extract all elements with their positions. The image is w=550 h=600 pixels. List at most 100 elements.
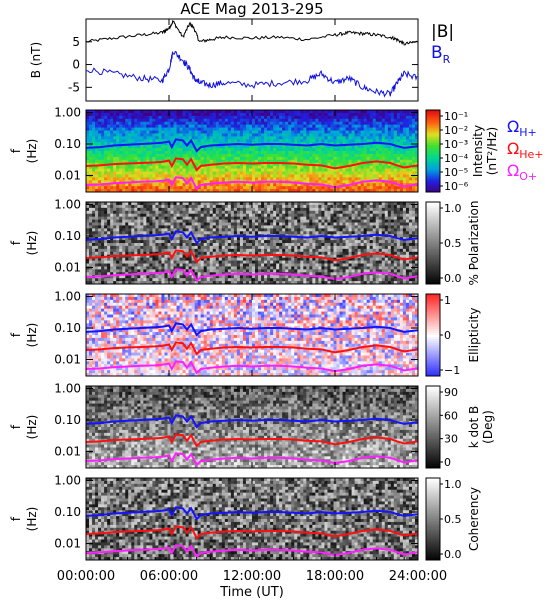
spectrogram-cell <box>279 213 283 218</box>
spectrogram-cell <box>339 180 343 184</box>
spectrogram-cell <box>408 171 413 175</box>
spectrogram-cell <box>125 148 129 152</box>
spectrogram-cell <box>143 127 147 131</box>
spectrogram-cell <box>227 263 232 267</box>
spectrogram-cell <box>140 219 144 223</box>
spectrogram-cell <box>315 121 319 126</box>
spectrogram-cell <box>378 145 383 149</box>
spectrogram-cell <box>176 145 180 149</box>
spectrogram-cell <box>209 216 214 220</box>
spectrogram-cell <box>134 260 138 264</box>
spectrogram-cell <box>393 118 398 123</box>
spectrogram-cell <box>167 240 171 244</box>
spectrogram-cell <box>236 281 241 285</box>
spectrogram-cell <box>285 162 289 167</box>
spectrogram-cell <box>396 124 401 128</box>
spectrogram-cell <box>297 118 301 123</box>
colorbar-step <box>426 187 440 191</box>
spectrogram-cell <box>387 159 392 164</box>
spectrogram-cell <box>182 171 186 175</box>
spectrogram-cell <box>273 189 277 193</box>
spectrogram-cell <box>333 177 337 181</box>
spectrogram-cell <box>351 165 356 169</box>
spectrogram-cell <box>89 174 93 178</box>
spectrogram-cell <box>218 231 223 235</box>
spectrogram-cell <box>303 156 307 161</box>
spectrogram-cell <box>393 136 398 140</box>
spectrogram-cell <box>264 127 268 131</box>
spectrogram-cell <box>188 183 193 187</box>
spectrogram-cell <box>143 165 147 169</box>
spectrogram-cell <box>86 180 90 184</box>
spectrogram-cell <box>215 110 220 114</box>
spectrogram-cell <box>393 115 398 120</box>
spectrogram-cell <box>252 210 256 215</box>
spectrogram-cell <box>261 245 265 250</box>
spectrogram-cell <box>324 136 328 140</box>
spectrogram-cell <box>122 189 126 193</box>
spectrogram-cell <box>351 130 356 134</box>
spectrogram-cell <box>161 269 165 273</box>
spectrogram-cell <box>134 112 138 117</box>
spectrogram-cell <box>137 257 141 261</box>
spectrogram-cell <box>339 162 343 167</box>
spectrogram-cell <box>110 204 114 209</box>
spectrogram-cell <box>134 278 138 282</box>
spectrogram-cell <box>134 231 138 235</box>
spectrogram-cell <box>306 165 310 169</box>
spectrogram-cell <box>92 251 96 256</box>
spectrogram-cell <box>345 121 349 126</box>
spectrogram-cell <box>264 216 268 220</box>
spectrogram-cell <box>267 263 271 267</box>
spectrogram-cell <box>125 240 129 244</box>
spectrogram-cell <box>215 148 220 152</box>
spectrogram-cell <box>203 130 208 134</box>
spectrogram-cell <box>233 189 238 193</box>
spectrogram-cell <box>173 202 177 206</box>
spectrogram-cell <box>104 278 108 282</box>
spectrogram-cell <box>182 204 186 209</box>
spectrogram-cell <box>170 213 174 218</box>
spectrogram-cell <box>324 115 328 120</box>
spectrogram-cell <box>236 219 241 223</box>
spectrogram-cell <box>270 219 274 223</box>
spectrogram-cell <box>173 174 177 178</box>
spectrogram-cell <box>149 225 153 229</box>
spectrogram-cell <box>152 145 156 149</box>
spectrogram-cell <box>384 165 389 169</box>
spectrogram-cell <box>390 159 395 164</box>
spectrogram-cell <box>360 177 365 181</box>
spectrogram-cell <box>131 165 135 169</box>
gyro-line-o_plus <box>85 176 419 191</box>
spectrogram-cell <box>206 127 211 131</box>
spectrogram-cell <box>221 210 226 215</box>
spectrogram-cell <box>267 240 271 244</box>
spectrogram-cell <box>209 124 214 128</box>
spectrogram-cell <box>143 115 147 120</box>
spectrogram-cell <box>182 168 186 172</box>
spectrogram-cell <box>285 127 289 131</box>
spectrogram-cell <box>270 112 274 117</box>
spectrogram-cell <box>173 145 177 149</box>
spectrogram-cell <box>203 260 208 264</box>
spectrogram-cell <box>372 136 377 140</box>
spectrogram-cell <box>137 202 141 206</box>
spectrogram-cell <box>267 183 271 187</box>
spectrogram-cell <box>143 207 147 212</box>
spectrogram-cell <box>414 186 419 190</box>
spectrogram-cell <box>131 115 135 120</box>
spectrogram-cell <box>411 130 416 134</box>
spectrogram-cell <box>242 121 247 126</box>
spectrogram-cell <box>363 156 368 161</box>
spectrogram-cell <box>224 112 229 117</box>
spectrogram-cell <box>206 202 211 206</box>
spectrogram-cell <box>119 269 123 273</box>
spectrogram-cell <box>252 156 256 161</box>
spectrogram-cell <box>149 275 153 279</box>
spectrogram-cell <box>164 133 168 137</box>
spectrogram-cell <box>134 240 138 244</box>
spectrogram-cell <box>152 186 156 190</box>
spectrogram-cell <box>239 231 244 235</box>
spectrogram-cell <box>233 216 238 220</box>
spectrogram-cell <box>342 168 346 172</box>
